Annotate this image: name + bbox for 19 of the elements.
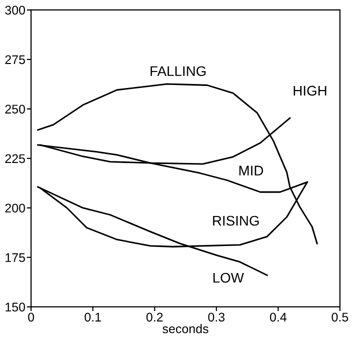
series-label: MID [239, 166, 264, 176]
x-tick-label: 0.3 [208, 312, 225, 322]
x-tick-label: 0.1 [84, 312, 101, 322]
x-axis-title: seconds [162, 324, 208, 334]
y-tick-label: 275 [5, 55, 25, 64]
y-tick-label: 200 [5, 204, 26, 213]
series-label: FALLING [150, 66, 206, 76]
y-tick-label: 300 [5, 6, 26, 15]
series-label: RISING [213, 216, 259, 226]
x-tick-label: 0.2 [146, 312, 163, 322]
y-tick-label: 250 [5, 104, 26, 114]
y-tick-label: 150 [6, 302, 26, 312]
series-label: HIGH [294, 86, 326, 96]
x-tick-label: 0.5 [332, 312, 348, 322]
x-tick-label: 0.4 [270, 312, 286, 322]
series-label: LOW [213, 272, 244, 283]
y-tick-label: 175 [6, 253, 25, 262]
y-tick-label: 225 [5, 154, 25, 164]
x-tick-label: 0 [28, 312, 34, 322]
